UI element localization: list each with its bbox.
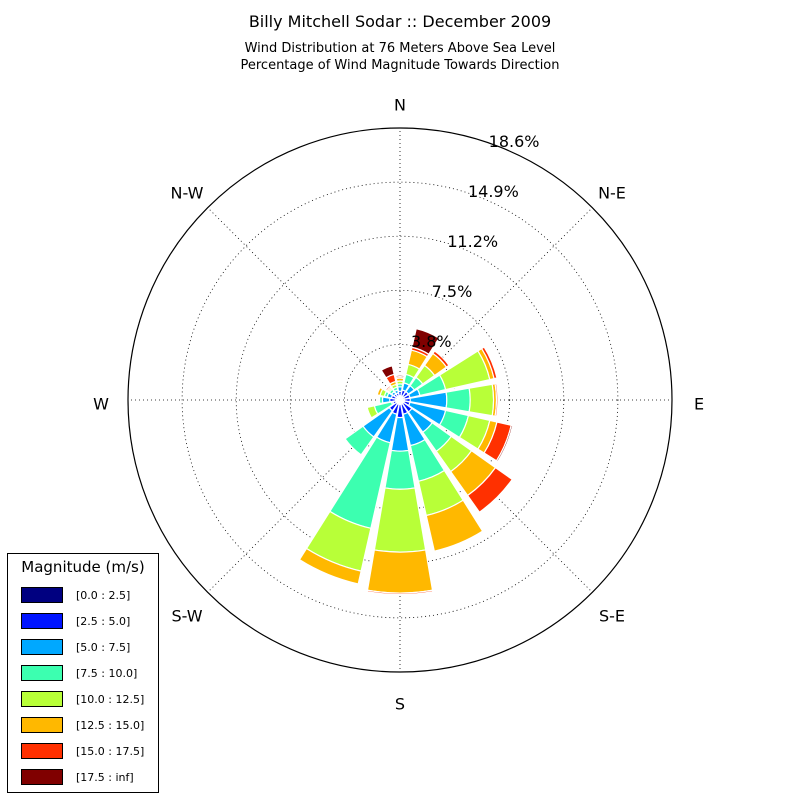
wind-rose-bars xyxy=(298,327,514,596)
chart-subtitle-line-2: Percentage of Wind Magnitude Towards Dir… xyxy=(240,58,560,73)
wind-bar-segment xyxy=(425,499,484,552)
direction-label: W xyxy=(93,395,109,414)
direction-label: N-E xyxy=(598,184,626,203)
wind-bar-segment xyxy=(480,346,498,380)
direction-label: N xyxy=(394,96,406,115)
wind-bar-segment xyxy=(380,365,395,379)
legend-label: [17.5 : inf] xyxy=(76,771,134,784)
legend-swatch xyxy=(21,743,63,759)
legend-label: [15.0 : 17.5] xyxy=(76,745,145,758)
direction-label: S-W xyxy=(171,607,202,626)
direction-label: S xyxy=(395,695,405,714)
legend-swatch xyxy=(21,691,63,707)
radial-tick-label: 11.2% xyxy=(447,232,498,251)
wind-bar-segment xyxy=(366,549,434,594)
grid-ring xyxy=(181,181,619,619)
wind-bar-segment xyxy=(378,395,384,405)
wind-bar-segment xyxy=(344,425,375,456)
wind-bar-segment xyxy=(376,386,384,397)
wind-bar-segment xyxy=(411,327,440,356)
wind-bar-segment xyxy=(395,374,405,378)
wind-bar-segment xyxy=(494,382,499,418)
legend-swatch xyxy=(21,769,63,785)
direction-label: N-W xyxy=(171,184,204,203)
wind-bar-segment xyxy=(468,383,495,417)
radial-tick-label: 7.5% xyxy=(432,282,473,301)
wind-bar-segment xyxy=(298,547,362,585)
legend-swatch xyxy=(21,639,63,655)
wind-bar-segment xyxy=(373,487,427,553)
direction-label: E xyxy=(694,395,704,414)
legend-swatch xyxy=(21,665,63,681)
legend-label: [2.5 : 5.0] xyxy=(76,615,131,628)
radial-tick-label: 14.9% xyxy=(468,182,519,201)
legend-swatch xyxy=(21,613,63,629)
grid-ring xyxy=(235,235,565,565)
legend-swatch xyxy=(21,717,63,733)
legend-label: [10.0 : 12.5] xyxy=(76,693,145,706)
wind-bar-segment xyxy=(432,350,450,368)
wind-bar-segment xyxy=(366,405,379,419)
wind-bar-segment xyxy=(366,589,434,596)
outer-ring xyxy=(127,127,673,673)
radial-tick-label: 18.6% xyxy=(489,132,540,151)
chart-title: Billy Mitchell Sodar :: December 2009 xyxy=(248,12,552,31)
legend-title: Magnitude (m/s) xyxy=(21,558,145,576)
grid-spoke xyxy=(207,207,401,401)
grid-spoke xyxy=(207,399,401,593)
legend-label: [0.0 : 2.5] xyxy=(76,589,131,602)
wind-bar-segment xyxy=(384,384,392,392)
legend: Magnitude (m/s) [0.0 : 2.5] [2.5 : 5.0] [5… xyxy=(7,553,159,793)
wind-bar-segment xyxy=(466,466,514,514)
wind-bar-segment xyxy=(384,449,416,490)
legend-swatch xyxy=(21,587,63,603)
wind-bar-segment xyxy=(445,387,471,413)
polar-labels: N N-E E S-E S S-W W N-W 3.8% 7.5% 11.2% 14.9% 18.6% xyxy=(93,96,704,714)
grid-spoke xyxy=(399,207,593,401)
wind-bar-segment xyxy=(495,424,514,463)
legend-label: [5.0 : 7.5] xyxy=(76,641,131,654)
direction-label: S-E xyxy=(599,607,625,626)
legend-label: [12.5 : 15.0] xyxy=(76,719,145,732)
legend-label: [7.5 : 10.0] xyxy=(76,667,138,680)
radial-tick-label: 3.8% xyxy=(411,332,452,351)
chart-subtitle-line-1: Wind Distribution at 76 Meters Above Sea… xyxy=(244,41,556,56)
